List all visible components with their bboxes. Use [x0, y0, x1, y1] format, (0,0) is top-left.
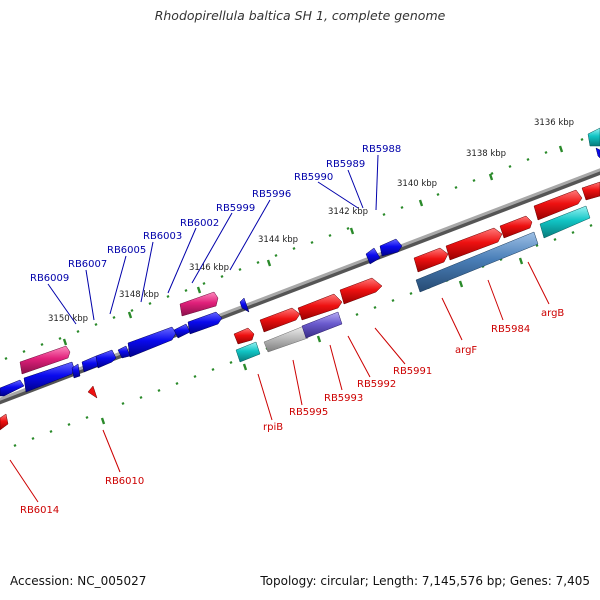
gene-feature[interactable]	[127, 326, 177, 358]
reverse-strand-genes	[0, 127, 600, 397]
gene-label[interactable]: RB5999	[216, 203, 255, 214]
gene-feature[interactable]	[365, 247, 381, 265]
pink-genes	[19, 291, 219, 375]
scale-label: 3142 kbp	[328, 207, 368, 217]
gene-label[interactable]: RB6002	[180, 218, 219, 229]
gene-feature[interactable]	[0, 413, 9, 431]
gene-feature[interactable]	[595, 147, 600, 159]
gene-feature[interactable]	[239, 297, 250, 313]
scale-label: 3136 kbp	[534, 118, 574, 128]
gene-feature[interactable]	[533, 189, 583, 221]
gene-feature[interactable]	[263, 325, 309, 353]
gene-feature[interactable]	[445, 227, 503, 261]
gene-label[interactable]: RB6007	[68, 259, 107, 270]
upper-scale-line	[4, 138, 584, 360]
gene-feature[interactable]	[415, 231, 539, 293]
gene-feature[interactable]	[581, 181, 600, 201]
gene-label[interactable]: RB5996	[252, 189, 291, 200]
gene-feature[interactable]	[259, 307, 301, 333]
scale-label: 3146 kbp	[189, 263, 229, 273]
gene-feature[interactable]	[81, 355, 99, 373]
gene-label[interactable]: rpiB	[263, 422, 283, 433]
gene-label[interactable]: RB5992	[357, 379, 396, 390]
gene-label[interactable]: RB5984	[491, 324, 530, 335]
gene-feature[interactable]	[379, 238, 403, 257]
gene-label[interactable]: RB5993	[324, 393, 363, 404]
gene-feature[interactable]	[95, 349, 117, 369]
reverse-gene-labels: RB5988 RB5989 RB5990 RB5996 RB5999 RB600…	[30, 144, 401, 284]
gene-feature[interactable]	[297, 293, 343, 321]
scale-label: 3150 kbp	[48, 314, 88, 324]
gene-feature[interactable]	[0, 379, 25, 397]
genome-summary-text: Topology: circular; Length: 7,145,576 bp…	[260, 574, 590, 588]
gene-label[interactable]: RB6014	[20, 505, 59, 516]
gene-feature[interactable]	[587, 127, 600, 147]
gene-feature[interactable]	[179, 291, 219, 317]
scale-label: 3138 kbp	[466, 149, 506, 159]
gene-label[interactable]: RB6003	[143, 231, 182, 242]
secondary-genes	[235, 205, 591, 363]
scale-label: 3140 kbp	[397, 179, 437, 189]
gene-feature[interactable]	[413, 247, 449, 273]
forward-strand-genes	[0, 181, 600, 431]
gene-label[interactable]: RB6009	[30, 273, 69, 284]
gene-label[interactable]: RB5991	[393, 366, 432, 377]
gene-label[interactable]: RB5989	[326, 159, 365, 170]
gene-feature[interactable]	[499, 215, 533, 239]
reverse-callout-lines	[47, 154, 379, 325]
gene-label[interactable]: RB5995	[289, 407, 328, 418]
scale-label: 3148 kbp	[119, 290, 159, 300]
lower-scale-major-ticks	[100, 257, 524, 425]
gene-feature[interactable]	[339, 277, 383, 305]
scale-label: 3144 kbp	[258, 235, 298, 245]
gene-label[interactable]: RB6005	[107, 245, 146, 256]
gene-feature[interactable]	[71, 363, 81, 379]
forward-gene-labels: argB RB5984 argF RB5991 RB5992 RB5993 RB…	[20, 308, 564, 516]
map-title: Rhodopirellula baltica SH 1, complete ge…	[154, 8, 446, 23]
gene-feature[interactable]	[233, 327, 255, 345]
gene-label[interactable]: RB6010	[105, 476, 144, 487]
gene-feature[interactable]	[87, 385, 98, 399]
gene-label[interactable]: RB5988	[362, 144, 401, 155]
gene-label[interactable]: argF	[455, 345, 477, 356]
gene-label[interactable]: RB5990	[294, 172, 333, 183]
gene-label[interactable]: argB	[541, 308, 564, 319]
gene-feature[interactable]	[187, 311, 223, 335]
gene-feature[interactable]	[19, 345, 71, 375]
upper-scale-major-ticks	[62, 145, 564, 346]
gene-feature[interactable]	[301, 311, 343, 339]
gene-feature[interactable]	[235, 341, 261, 363]
forward-callout-lines	[9, 261, 550, 503]
accession-text: Accession: NC_005027	[10, 574, 147, 588]
gene-feature[interactable]	[539, 205, 591, 239]
